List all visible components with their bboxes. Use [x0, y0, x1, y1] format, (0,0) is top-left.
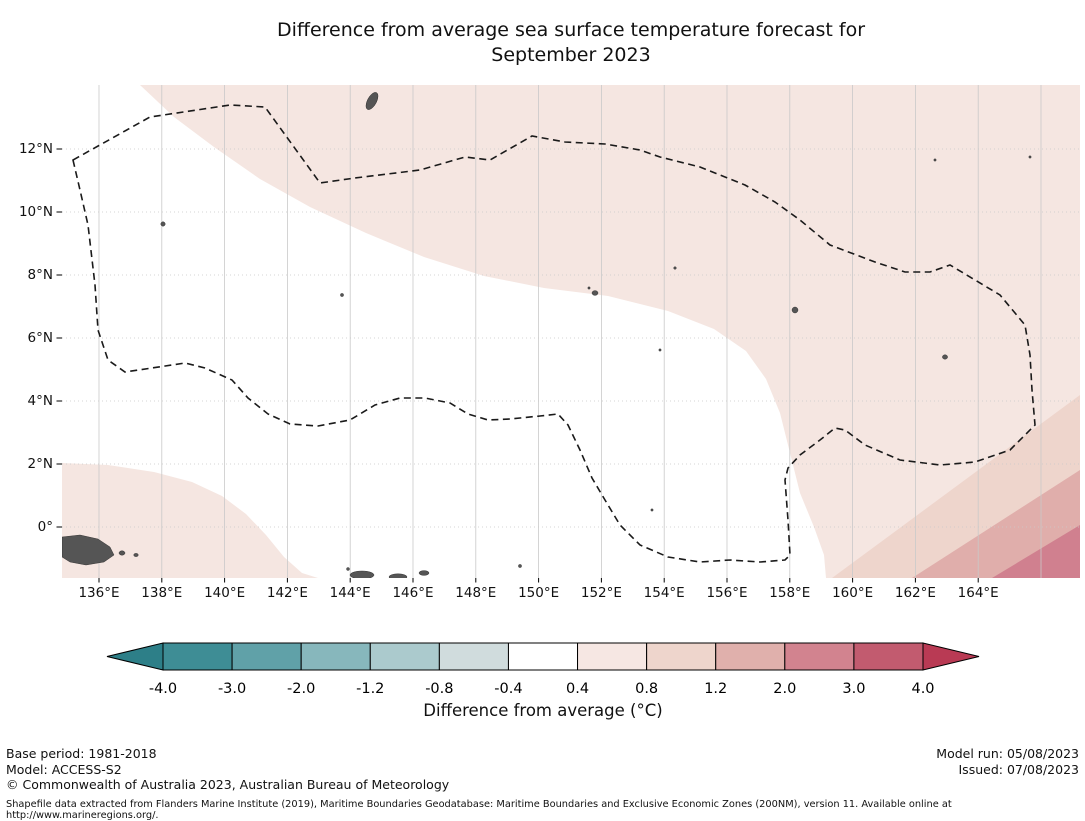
- vertical-gridlines: [98, 85, 1042, 578]
- island-chuuk: [591, 290, 599, 296]
- figure-title-line2: September 2023: [491, 44, 651, 67]
- colorbar-tick-label: -2.0: [287, 681, 315, 697]
- lon-tick-label: 138°E: [141, 585, 183, 601]
- figure-title: Difference from average sea surface temp…: [62, 18, 1080, 68]
- lon-tick-label: 144°E: [329, 585, 371, 601]
- colorbar-tick-label: 1.2: [704, 681, 727, 697]
- model-run-text: Model run: 05/08/2023: [936, 746, 1079, 761]
- island-atoll-2: [673, 266, 677, 270]
- island-atoll-3: [933, 158, 937, 162]
- lon-tick-label: 158°E: [769, 585, 811, 601]
- colorbar-segment: [438, 642, 509, 671]
- colorbar-segment: [577, 642, 648, 671]
- island-yap: [160, 221, 166, 227]
- lon-tick-label: 140°E: [204, 585, 246, 601]
- colorbar-right-arrow: [922, 642, 980, 671]
- colorbar-caption: Difference from average (°C): [423, 701, 663, 720]
- colorbar-segment: [231, 642, 302, 671]
- lat-tick-label: 8°N: [27, 267, 53, 283]
- colorbar-left-arrow: [106, 642, 164, 671]
- colorbar-tick-label: 0.8: [635, 681, 658, 697]
- colorbar-segment: [784, 642, 855, 671]
- anomaly-region-southeast-rose: [992, 525, 1080, 578]
- map-plot: [56, 85, 1080, 583]
- colorbar-tick-label: -3.0: [218, 681, 246, 697]
- colorbar-segment: [300, 642, 371, 671]
- island-pohnpei: [791, 306, 799, 314]
- lon-tick-label: 164°E: [957, 585, 999, 601]
- base-period-text: Base period: 1981-2018: [6, 746, 157, 761]
- island-guam: [365, 92, 379, 110]
- colorbar-segment: [507, 642, 579, 671]
- anomaly-regions: [62, 85, 1080, 578]
- footer-right: Model run: 05/08/2023 Issued: 07/08/2023: [936, 746, 1079, 777]
- island-fais: [340, 293, 344, 297]
- island-atoll-6: [518, 564, 522, 568]
- copyright-text: © Commonwealth of Australia 2023, Austra…: [6, 777, 450, 792]
- colorbar-tick-label: 0.4: [566, 681, 589, 697]
- lon-tick-label: 156°E: [706, 585, 748, 601]
- source-note: Shapefile data extracted from Flanders M…: [6, 799, 952, 821]
- colorbar-tick-label: -0.8: [425, 681, 453, 697]
- island-png-1: [118, 550, 126, 556]
- colorbar: -4.0 -3.0 -2.0 -1.2 -0.8 -0.4 0.4 0.8 1.2 2.0 3.0 4…: [103, 641, 983, 703]
- axis-ticks: [56, 148, 979, 583]
- islands: [62, 92, 1032, 578]
- anomaly-region-southwest: [62, 463, 318, 578]
- lon-tick-label: 148°E: [455, 585, 497, 601]
- colorbar-tick-label: 3.0: [842, 681, 865, 697]
- lat-tick-label: 2°N: [27, 456, 53, 472]
- island-kosrae: [942, 354, 948, 360]
- lat-tick-label: 4°N: [27, 393, 53, 409]
- colorbar-svg: -4.0 -3.0 -2.0 -1.2 -0.8 -0.4 0.4 0.8 1.2 2.0 3.0 4…: [106, 642, 980, 697]
- footer-left: Base period: 1981-2018 Model: ACCESS-S2 …: [6, 746, 449, 793]
- colorbar-segment: [369, 642, 440, 671]
- lon-tick-label: 142°E: [266, 585, 308, 601]
- colorbar-tick-label: -4.0: [149, 681, 177, 697]
- model-text: Model: ACCESS-S2: [6, 761, 122, 777]
- map-area: 12°N 10°N 8°N 6°N 4°N 2°N 0° 136°E 138°E 140°E 14…: [19, 85, 1080, 601]
- island-bismarck-2: [418, 570, 430, 576]
- horizontal-gridlines: [62, 148, 1080, 528]
- colorbar-segment: [715, 642, 786, 671]
- lon-tick-label: 146°E: [392, 585, 434, 601]
- lon-tick-label: 162°E: [894, 585, 936, 601]
- island-atoll-4: [1028, 155, 1032, 159]
- colorbar-tick-label: -1.2: [356, 681, 384, 697]
- colorbar-segment: [853, 642, 924, 671]
- island-manus: [349, 570, 375, 578]
- colorbar-tick-label: 4.0: [911, 681, 934, 697]
- island-atoll-5: [650, 508, 654, 512]
- lon-tick-label: 136°E: [78, 585, 120, 601]
- colorbar-tick-label: 2.0: [773, 681, 796, 697]
- figure-title-line1: Difference from average sea surface temp…: [276, 19, 866, 41]
- eez-boundary-group: [72, 104, 1036, 563]
- colorbar-segment: [646, 642, 717, 671]
- lon-tick-label: 150°E: [518, 585, 560, 601]
- colorbar-tick-label: -0.4: [494, 681, 522, 697]
- lat-tick-label: 10°N: [18, 204, 53, 220]
- island-bismarck-1: [388, 573, 408, 578]
- lon-tick-label: 160°E: [832, 585, 874, 601]
- lon-tick-label: 154°E: [643, 585, 685, 601]
- island-atoll-1: [658, 348, 662, 352]
- anomaly-region-north: [140, 85, 1080, 578]
- issued-text: Issued: 07/08/2023: [958, 761, 1080, 777]
- lat-tick-label: 6°N: [27, 330, 53, 346]
- eez-dashed-boundary: [72, 104, 1036, 563]
- lat-tick-label: 12°N: [18, 141, 53, 157]
- colorbar-segment: [162, 642, 233, 671]
- lat-tick-label: 0°: [37, 519, 53, 535]
- lon-tick-label: 152°E: [580, 585, 622, 601]
- island-png-2: [133, 553, 139, 557]
- island-chuuk-islet: [587, 286, 591, 290]
- island-bismarck-3: [346, 567, 350, 571]
- land-new-guinea: [62, 534, 115, 566]
